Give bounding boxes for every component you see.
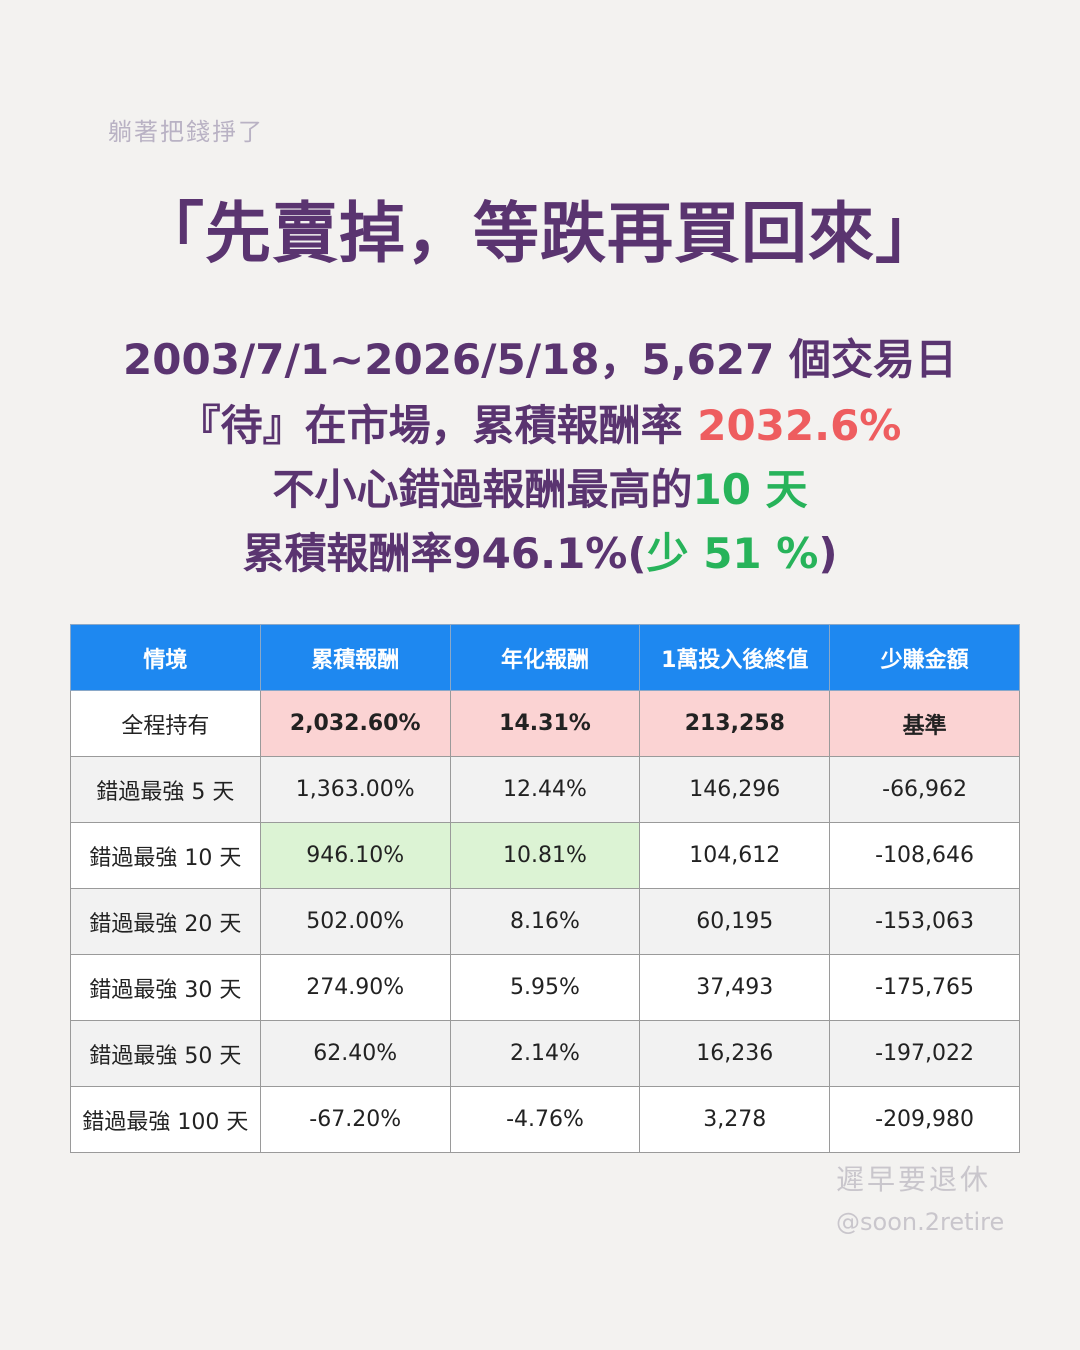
cell-final-value: 37,493 xyxy=(639,954,831,1021)
header-annualized-return: 年化報酬 xyxy=(449,624,641,691)
header-shortfall: 少賺金額 xyxy=(829,624,1020,691)
cell-shortfall: -209,980 xyxy=(829,1086,1020,1153)
header-final-value: 1萬投入後終值 xyxy=(639,624,831,691)
cell-cumulative: -67.20% xyxy=(259,1086,451,1153)
cell-cumulative: 62.40% xyxy=(259,1020,451,1087)
cell-annualized: 14.31% xyxy=(449,690,641,757)
cell-annualized: -4.76% xyxy=(449,1086,641,1153)
summary-missed-return-value: 少 51 % xyxy=(646,529,819,578)
cell-annualized: 8.16% xyxy=(449,888,641,955)
cell-annualized: 12.44% xyxy=(449,756,641,823)
cell-annualized: 5.95% xyxy=(449,954,641,1021)
table-row: 錯過最強 50 天 62.40% 2.14% 16,236 -197,022 xyxy=(70,1020,1020,1087)
cell-scenario: 全程持有 xyxy=(70,690,261,757)
header-cumulative-return: 累積報酬 xyxy=(259,624,451,691)
summary-missed-return-label: 累積報酬率946.1%( xyxy=(242,529,647,578)
scenario-table: 情境 累積報酬 年化報酬 1萬投入後終值 少賺金額 全程持有 2,032.60%… xyxy=(70,624,1020,1153)
cell-cumulative: 946.10% xyxy=(259,822,451,889)
table-row: 錯過最強 20 天 502.00% 8.16% 60,195 -153,063 xyxy=(70,888,1020,955)
cell-shortfall: 基準 xyxy=(829,690,1020,757)
watermark-brand: 遲早要退休 xyxy=(836,1163,992,1196)
header-scenario: 情境 xyxy=(70,624,261,691)
summary-missed-return-suffix: ) xyxy=(818,529,838,578)
cell-final-value: 213,258 xyxy=(639,690,831,757)
cell-scenario: 錯過最強 20 天 xyxy=(70,888,261,955)
summary-stay-label: 『待』在市場，累積報酬率 xyxy=(178,401,698,450)
cell-final-value: 104,612 xyxy=(639,822,831,889)
cell-annualized: 2.14% xyxy=(449,1020,641,1087)
summary-missed-value: 10 天 xyxy=(692,465,808,514)
table-row: 錯過最強 30 天 274.90% 5.95% 37,493 -175,765 xyxy=(70,954,1020,1021)
summary-period: 2003/7/1~2026/5/18，5,627 個交易日 xyxy=(123,335,957,384)
cell-annualized: 10.81% xyxy=(449,822,641,889)
page-title: 「先賣掉，等跌再買回來」 xyxy=(138,195,942,272)
summary-stay-invested: 『待』在市場，累積報酬率 2032.6% xyxy=(0,392,1080,453)
cell-shortfall: -108,646 xyxy=(829,822,1020,889)
cell-cumulative: 2,032.60% xyxy=(259,690,451,757)
cell-scenario: 錯過最強 5 天 xyxy=(70,756,261,823)
cell-final-value: 3,278 xyxy=(639,1086,831,1153)
summary-missed-days: 不小心錯過報酬最高的10 天 xyxy=(0,456,1080,517)
cell-scenario: 錯過最強 50 天 xyxy=(70,1020,261,1087)
cell-scenario: 錯過最強 100 天 xyxy=(70,1086,261,1153)
cell-scenario: 錯過最強 30 天 xyxy=(70,954,261,1021)
cell-shortfall: -175,765 xyxy=(829,954,1020,1021)
cell-scenario: 錯過最強 10 天 xyxy=(70,822,261,889)
summary-missed-return: 累積報酬率946.1%(少 51 %) xyxy=(0,520,1080,581)
cell-shortfall: -197,022 xyxy=(829,1020,1020,1087)
table-row: 全程持有 2,032.60% 14.31% 213,258 基準 xyxy=(70,690,1020,757)
summary-missed-label: 不小心錯過報酬最高的 xyxy=(272,465,693,514)
table-row: 錯過最強 100 天 -67.20% -4.76% 3,278 -209,980 xyxy=(70,1086,1020,1153)
social-handle: @soon.2retire xyxy=(836,1208,1005,1236)
cell-final-value: 146,296 xyxy=(639,756,831,823)
cell-cumulative: 502.00% xyxy=(259,888,451,955)
cell-shortfall: -153,063 xyxy=(829,888,1020,955)
cell-shortfall: -66,962 xyxy=(829,756,1020,823)
table-header-row: 情境 累積報酬 年化報酬 1萬投入後終值 少賺金額 xyxy=(70,624,1020,691)
tagline: 躺著把錢掙了 xyxy=(108,118,264,146)
cell-cumulative: 1,363.00% xyxy=(259,756,451,823)
summary-stay-value: 2032.6% xyxy=(697,401,902,450)
cell-final-value: 16,236 xyxy=(639,1020,831,1087)
table-row: 錯過最強 10 天 946.10% 10.81% 104,612 -108,64… xyxy=(70,822,1020,889)
cell-final-value: 60,195 xyxy=(639,888,831,955)
table-row: 錯過最強 5 天 1,363.00% 12.44% 146,296 -66,96… xyxy=(70,756,1020,823)
cell-cumulative: 274.90% xyxy=(259,954,451,1021)
